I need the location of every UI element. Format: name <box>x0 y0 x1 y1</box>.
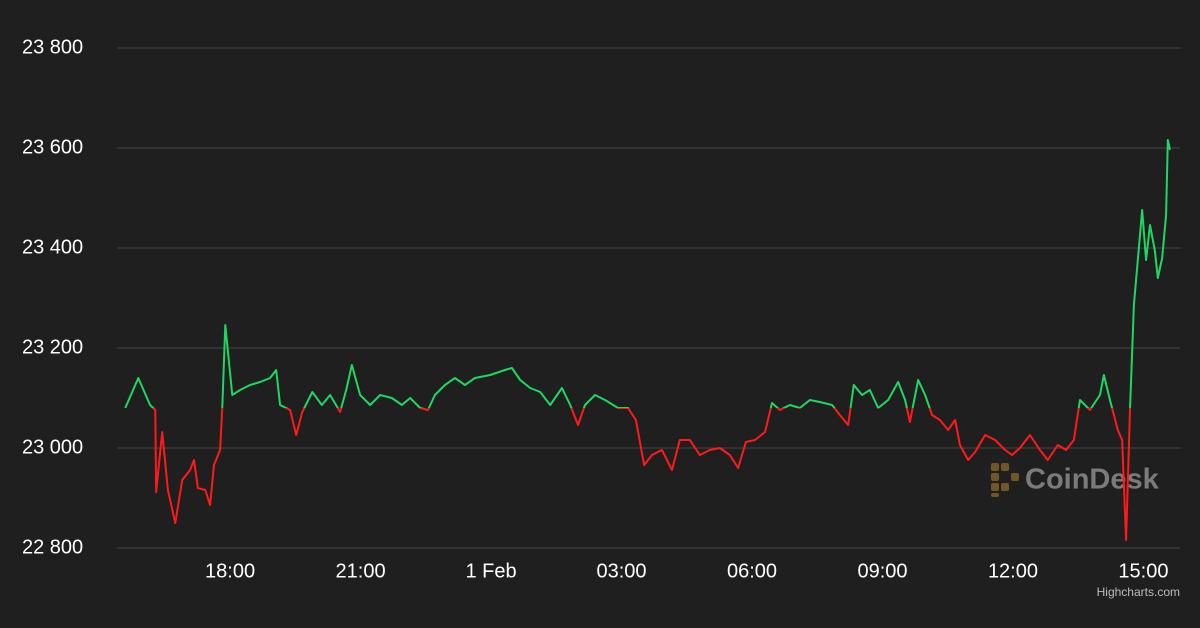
x-tick-label: 1 Feb <box>465 560 516 582</box>
y-tick-label: 23 400 <box>22 236 83 258</box>
x-tick-label: 06:00 <box>727 560 777 582</box>
y-tick-label: 23 800 <box>22 36 83 58</box>
price-line <box>124 139 1171 541</box>
credit: Highcharts.com <box>1097 585 1180 599</box>
y-tick-label: 23 000 <box>22 436 83 458</box>
x-tick-label: 18:00 <box>205 560 255 582</box>
plot <box>124 139 1171 541</box>
y-tick-label: 22 800 <box>22 536 83 558</box>
y-tick-label: 23 600 <box>22 136 83 158</box>
x-tick-label: 21:00 <box>336 560 386 582</box>
watermark: CoinDesk <box>991 463 1160 497</box>
watermark-logo <box>991 463 1019 497</box>
x-tick-label: 09:00 <box>857 560 907 582</box>
x-tick-label: 03:00 <box>597 560 647 582</box>
x-tick-label: 12:00 <box>988 560 1038 582</box>
watermark-text: CoinDesk <box>1025 464 1160 496</box>
x-tick-label: 15:00 <box>1118 560 1168 582</box>
y-tick-label: 23 200 <box>22 336 83 358</box>
